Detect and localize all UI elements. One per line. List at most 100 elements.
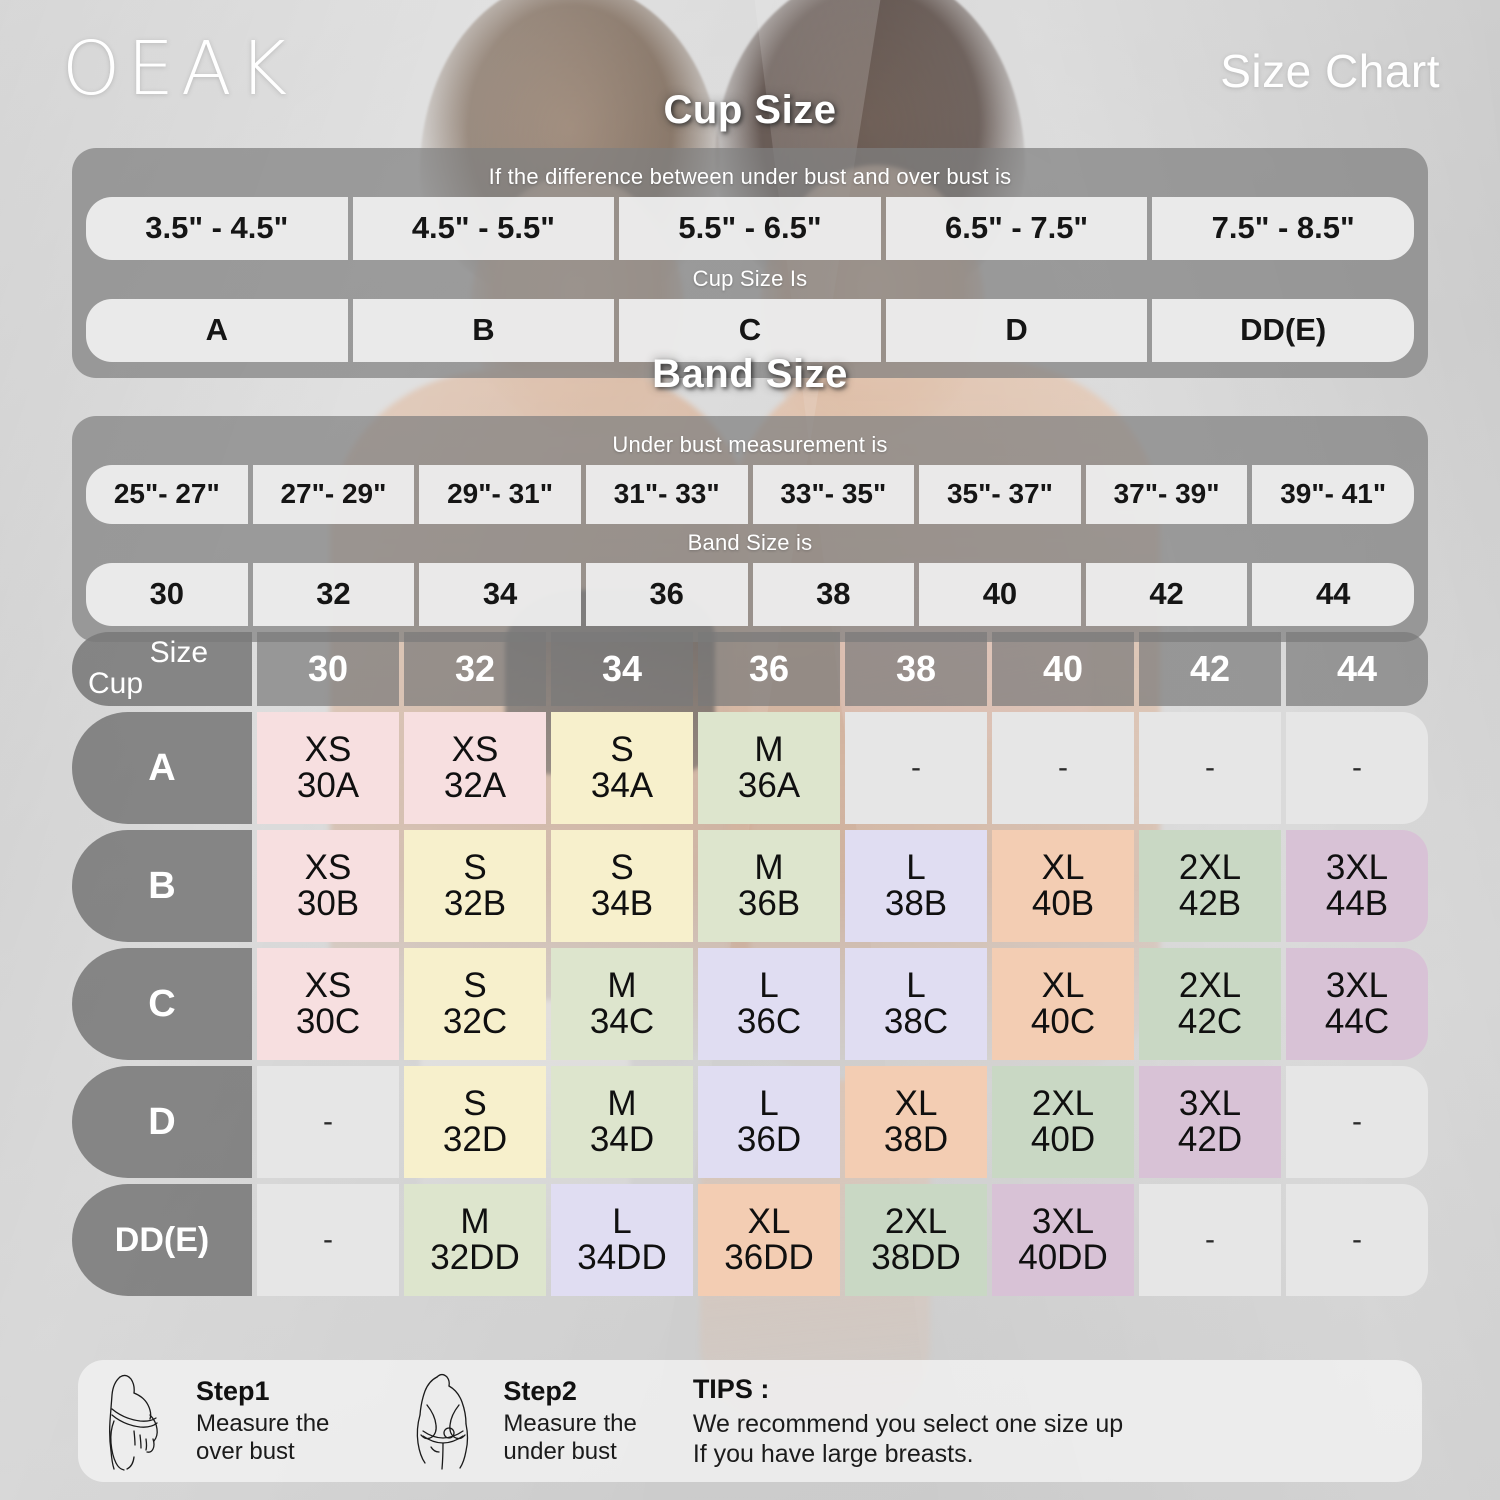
band-value-pill-1: 32: [252, 563, 415, 626]
cell-bra-code: 40B: [1031, 884, 1095, 923]
cell-size-label: M: [754, 847, 784, 887]
cell-size-label: XS: [304, 729, 352, 769]
band-range-pill-5: 35"- 37": [919, 465, 1081, 524]
band-value-pill-5: 40: [919, 563, 1081, 626]
matrix-cell-30-A: XS 30A: [257, 712, 399, 824]
matrix-cell-30-B: XS 30B: [257, 830, 399, 942]
cup-size-heading: Cup Size: [663, 88, 837, 132]
band-value-pill-7: 44: [1252, 563, 1414, 626]
cell-bra-code: 32DD: [430, 1238, 520, 1277]
matrix-cell-34-C: M 34C: [551, 948, 693, 1060]
cup-value-pill-4: DD(E): [1152, 299, 1414, 362]
matrix-cell-38-C: L 38C: [845, 948, 987, 1060]
cup-range-pill-1: 4.5" - 5.5": [352, 197, 615, 260]
cell-size-label: 3XL: [1325, 847, 1389, 887]
cup-size-panel: If the difference between under bust and…: [72, 148, 1428, 378]
cell-size-label: 2XL: [1178, 847, 1242, 887]
matrix-body: A XS 30A XS 32A S 34A M 36A - - - - B XS 30B S 32B S 34B M 36…: [72, 712, 1428, 1296]
cup-range-pill-3: 6.5" - 7.5": [885, 197, 1148, 260]
cell-bra-code: 34D: [589, 1120, 655, 1159]
cell-bra-code: 34C: [589, 1002, 655, 1041]
matrix-cell-32-C: S 32C: [404, 948, 546, 1060]
band-range-pill-0: 25"- 27": [86, 465, 248, 524]
cell-bra-code: 40DD: [1018, 1238, 1108, 1277]
cell-size-label: M: [754, 729, 784, 769]
cell-bra-code: 38DD: [871, 1238, 961, 1277]
step-2-body: Measure the under bust: [503, 1410, 637, 1465]
matrix-row-DDE: DD(E) - M 32DD L 34DD XL 36DD 2XL 38DD 3XL 40DD - -: [72, 1184, 1428, 1296]
matrix-cell-40-C: XL 40C: [992, 948, 1134, 1060]
cell-bra-code: 34B: [590, 884, 654, 923]
cell-size-label: XL: [747, 1201, 791, 1241]
matrix-row-C: C XS 30C S 32C M 34C L 36C L 38C XL 40C 2XL 42C 3XL 44C: [72, 948, 1428, 1060]
band-value-pill-2: 34: [419, 563, 581, 626]
cup-value-pill-0: A: [86, 299, 348, 362]
cell-bra-code: 40D: [1030, 1120, 1096, 1159]
page-title: Size Chart: [1220, 45, 1440, 97]
brand-logo: OEAK: [62, 26, 295, 112]
matrix-cell-34-A: S 34A: [551, 712, 693, 824]
band-value-pill-3: 36: [585, 563, 748, 626]
cell-bra-code: 34DD: [577, 1238, 667, 1277]
cell-bra-code: 36A: [737, 766, 801, 805]
corner-size-label: Size: [149, 636, 208, 669]
cup-range-caption: If the difference between under bust and…: [488, 164, 1012, 189]
cup-size-caption: Cup Size Is: [692, 266, 808, 291]
footer-bar: Step1 Measure the over bust: [78, 1360, 1422, 1482]
matrix-cell-32-DDE: M 32DD: [404, 1184, 546, 1296]
cell-size-label: XL: [1041, 847, 1085, 887]
cell-size-label: 2XL: [1031, 1083, 1095, 1123]
cell-bra-code: 40C: [1030, 1002, 1096, 1041]
matrix-row-label-B: B: [72, 830, 252, 942]
cell-size-label: M: [607, 965, 637, 1005]
band-size-heading: Band Size: [652, 352, 848, 396]
cell-size-label: M: [460, 1201, 490, 1241]
band-value-pill-0: 30: [86, 563, 248, 626]
matrix-cell-42-B: 2XL 42B: [1139, 830, 1281, 942]
matrix-cell-30-DDE: -: [257, 1184, 399, 1296]
cell-size-label: 3XL: [1178, 1083, 1242, 1123]
cell-size-label: XS: [451, 729, 499, 769]
cell-size-label: XL: [1041, 965, 1085, 1005]
cell-size-label: XL: [894, 1083, 938, 1123]
cell-bra-code: 36C: [736, 1002, 802, 1041]
matrix-cell-30-D: -: [257, 1066, 399, 1178]
matrix-row-A: A XS 30A XS 32A S 34A M 36A - - - -: [72, 712, 1428, 824]
cup-range-pill-0: 3.5" - 4.5": [86, 197, 348, 260]
band-range-pill-2: 29"- 31": [419, 465, 581, 524]
matrix-cell-38-B: L 38B: [845, 830, 987, 942]
band-value-pill-4: 38: [752, 563, 915, 626]
matrix-row-label-DDE: DD(E): [72, 1184, 252, 1296]
cell-size-label: L: [906, 965, 926, 1005]
step-1-body: Measure the over bust: [196, 1410, 330, 1465]
cell-bra-code: 32C: [442, 1002, 508, 1041]
cell-bra-code: 38B: [884, 884, 948, 923]
band-size-caption: Band Size is: [687, 530, 813, 555]
step-1: Step1 Measure the over bust: [78, 1369, 329, 1473]
cell-size-label: S: [463, 847, 487, 887]
cell-bra-code: 44C: [1324, 1002, 1390, 1041]
step-2-title: Step2: [503, 1376, 577, 1407]
matrix-cell-44-A: -: [1286, 712, 1428, 824]
size-matrix-table: Size Cup 30 32 34 36 38 40 42 44 A XS 30A XS 32A S 34…: [72, 632, 1428, 1302]
matrix-cell-32-B: S 32B: [404, 830, 546, 942]
matrix-cell-32-A: XS 32A: [404, 712, 546, 824]
cup-range-row: 3.5" - 4.5" 4.5" - 5.5" 5.5" - 6.5" 6.5" - …: [86, 197, 1414, 260]
cup-value-pill-1: B: [352, 299, 615, 362]
matrix-column-header-42: 42: [1139, 632, 1281, 706]
cell-size-label: S: [610, 729, 634, 769]
tips-title: TIPS :: [692, 1373, 770, 1404]
step-2: Step2 Measure the under bust: [385, 1369, 637, 1473]
matrix-row-B: B XS 30B S 32B S 34B M 36B L 38B XL 40B 2XL 42B 3XL 44B: [72, 830, 1428, 942]
matrix-cell-38-DDE: 2XL 38DD: [845, 1184, 987, 1296]
cell-bra-code: 36DD: [724, 1238, 814, 1277]
band-range-pill-3: 31"- 33": [585, 465, 748, 524]
cell-bra-code: 42D: [1177, 1120, 1243, 1159]
matrix-cell-40-B: XL 40B: [992, 830, 1134, 942]
cell-bra-code: 36D: [736, 1120, 802, 1159]
matrix-cell-36-DDE: XL 36DD: [698, 1184, 840, 1296]
matrix-row-D: D - S 32D M 34D L 36D XL 38D 2XL 40D 3XL 42D -: [72, 1066, 1428, 1178]
matrix-header-row: Size Cup 30 32 34 36 38 40 42 44: [72, 632, 1428, 706]
matrix-cell-30-C: XS 30C: [257, 948, 399, 1060]
